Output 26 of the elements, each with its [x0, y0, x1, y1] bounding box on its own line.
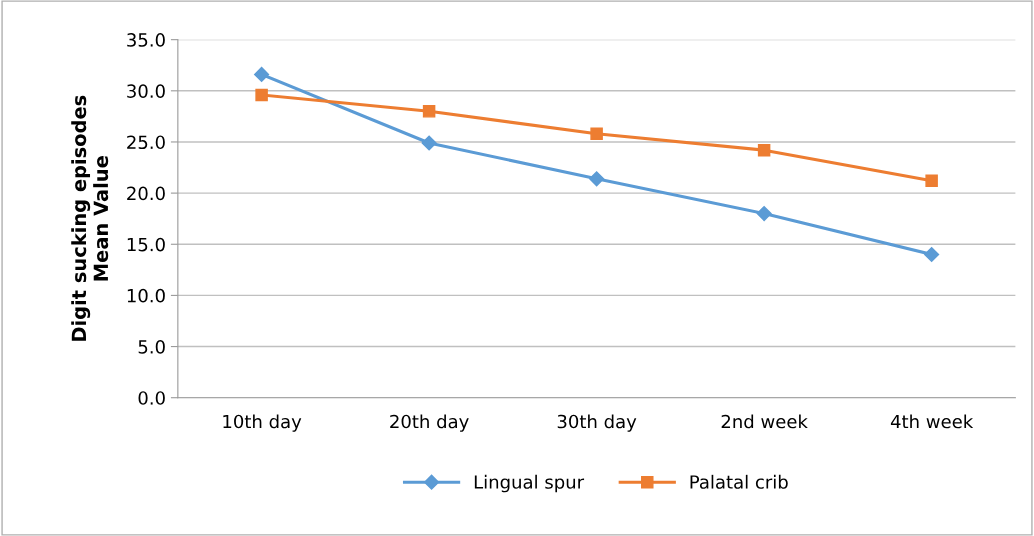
- y-tick-label: 35.0: [127, 33, 165, 47]
- y-tick-label: 15.0: [127, 237, 165, 252]
- y-tick-label: 30.0: [127, 84, 165, 98]
- x-tick-label: 30th day: [557, 414, 637, 432]
- point: [589, 171, 605, 187]
- point: [756, 206, 772, 222]
- point: [421, 135, 437, 151]
- y-tick-label: 25.0: [127, 135, 165, 150]
- legend-label: Lingual spur: [474, 474, 585, 493]
- legend-label: Palatal crib: [690, 474, 788, 489]
- x-tick-label: 4th week: [890, 414, 974, 429]
- y-tick-label: 20.0: [127, 186, 165, 201]
- x-tick-label: 20th day: [390, 414, 469, 432]
- y-tick-label: 0.0: [138, 391, 165, 405]
- point: [255, 88, 268, 102]
- point: [924, 246, 940, 263]
- point: [422, 105, 436, 118]
- x-tick-label: 10th day: [223, 414, 302, 432]
- y-tick-label: 5.0: [138, 340, 165, 354]
- y-axis-title: Digit sucking episodes Mean Value: [71, 95, 109, 341]
- x-tick-label: 2nd week: [721, 414, 808, 429]
- point: [590, 127, 603, 141]
- y-tick-label: 10.0: [127, 288, 165, 303]
- point: [254, 66, 270, 83]
- point: [925, 174, 938, 188]
- point: [757, 143, 771, 157]
